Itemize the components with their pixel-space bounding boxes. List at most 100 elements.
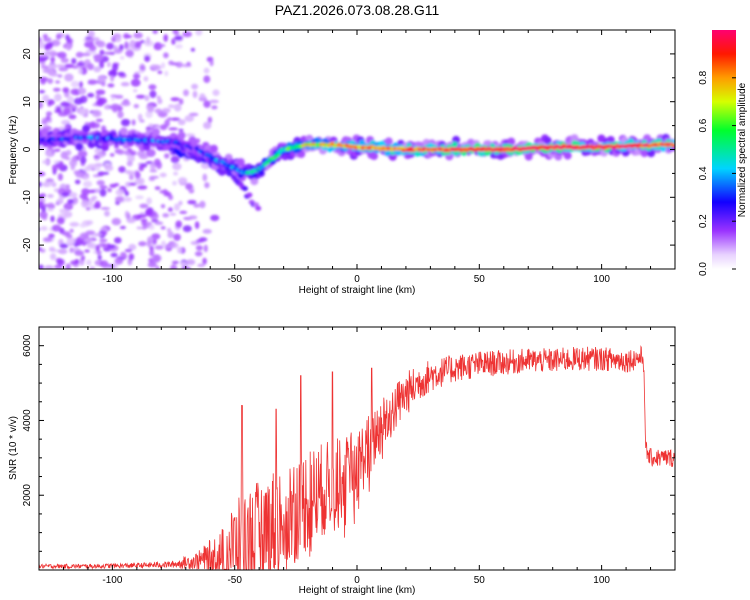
noise-cell	[118, 166, 126, 173]
noise-cell	[56, 64, 66, 68]
spectrogram-y-tick-label: 10	[22, 96, 33, 108]
noise-cell	[42, 203, 49, 207]
noise-cell	[152, 254, 162, 263]
noise-cell	[148, 84, 157, 90]
noise-cell	[148, 123, 154, 128]
noise-cell	[87, 92, 95, 98]
noise-cell	[47, 181, 56, 186]
noise-cell	[46, 149, 52, 158]
noise-cell	[149, 249, 155, 257]
ridge-cell	[218, 167, 226, 176]
noise-cell	[124, 41, 129, 50]
noise-cell	[157, 70, 163, 75]
spectrogram-x-tick-label: -100	[102, 274, 122, 285]
noise-cell	[164, 191, 172, 197]
noise-cell	[202, 257, 207, 265]
noise-cell	[95, 89, 106, 95]
noise-cell	[125, 49, 134, 58]
noise-cell	[137, 69, 144, 74]
noise-cell	[83, 238, 93, 243]
noise-cell	[203, 67, 210, 74]
noise-cell	[39, 211, 48, 219]
noise-cell	[78, 107, 86, 116]
noise-cell	[178, 98, 184, 105]
noise-cell	[172, 30, 178, 35]
noise-cell	[173, 103, 182, 112]
noise-cell	[195, 245, 203, 251]
noise-cell	[209, 99, 219, 104]
spectrogram-x-tick-label: 100	[593, 274, 610, 285]
noise-cell	[177, 177, 188, 184]
noise-cell	[167, 231, 175, 239]
noise-cell	[94, 54, 104, 61]
noise-cell	[144, 209, 153, 217]
noise-cell	[83, 180, 93, 188]
noise-cell	[123, 33, 130, 39]
noise-cell	[114, 257, 124, 265]
noise-cell	[57, 51, 67, 59]
noise-cell	[146, 197, 153, 205]
noise-cell	[56, 217, 65, 225]
noise-cell	[155, 265, 160, 269]
noise-cell	[44, 265, 55, 269]
noise-cell	[54, 148, 61, 152]
noise-cell	[129, 174, 134, 181]
spectrogram-heatmap	[32, 30, 675, 269]
noise-cell	[70, 80, 80, 88]
noise-cell	[176, 35, 183, 41]
snr-line	[39, 345, 675, 570]
noise-cell	[55, 106, 62, 111]
noise-cell	[95, 94, 101, 100]
snr-x-tick-label: 50	[474, 575, 486, 586]
noise-cell	[45, 111, 53, 116]
spectrogram-y-tick-label: 20	[22, 48, 33, 60]
noise-cell	[166, 227, 172, 233]
noise-cell	[96, 180, 105, 186]
noise-cell	[167, 207, 173, 212]
noise-cell	[57, 173, 64, 181]
noise-cell	[104, 165, 114, 172]
noise-cell	[126, 217, 136, 224]
noise-cell	[80, 156, 87, 164]
noise-cell	[154, 158, 161, 166]
noise-cell	[137, 185, 148, 190]
noise-cell	[134, 41, 142, 49]
noise-cell	[191, 83, 199, 90]
noise-cell	[82, 176, 90, 180]
spectrogram-x-tick-label: 0	[354, 274, 360, 285]
noise-cell	[53, 96, 60, 100]
noise-cell	[51, 224, 62, 232]
noise-cell	[66, 95, 74, 104]
noise-cell	[32, 43, 36, 49]
noise-cell	[107, 83, 115, 88]
noise-cell	[56, 198, 64, 205]
noise-cell	[114, 144, 119, 149]
branch-cell	[242, 186, 248, 192]
ridge-cell	[451, 141, 458, 148]
noise-cell	[60, 57, 69, 64]
noise-cell	[97, 254, 102, 261]
noise-cell	[186, 61, 191, 66]
noise-cell	[53, 87, 61, 92]
noise-cell	[106, 61, 111, 68]
noise-cell	[173, 171, 179, 176]
noise-cell	[59, 208, 69, 214]
noise-cell	[65, 34, 70, 41]
noise-cell	[135, 94, 146, 99]
noise-cell	[111, 217, 122, 226]
noise-cell	[78, 81, 83, 88]
noise-cell	[149, 175, 160, 179]
noise-cell	[149, 169, 158, 173]
noise-cell	[146, 36, 151, 45]
noise-cell	[85, 38, 93, 43]
noise-cell	[89, 44, 97, 52]
noise-cell	[179, 210, 188, 214]
ridge-cell	[209, 144, 218, 153]
noise-cell	[136, 213, 147, 218]
noise-cell	[164, 245, 173, 249]
noise-cell	[134, 171, 141, 179]
noise-cell	[91, 195, 98, 201]
noise-cell	[110, 252, 118, 258]
noise-cell	[73, 97, 84, 105]
colorbar: 0.0 0.2 0.4 0.6 0.8 Normalized spectral ampl…	[698, 30, 748, 276]
